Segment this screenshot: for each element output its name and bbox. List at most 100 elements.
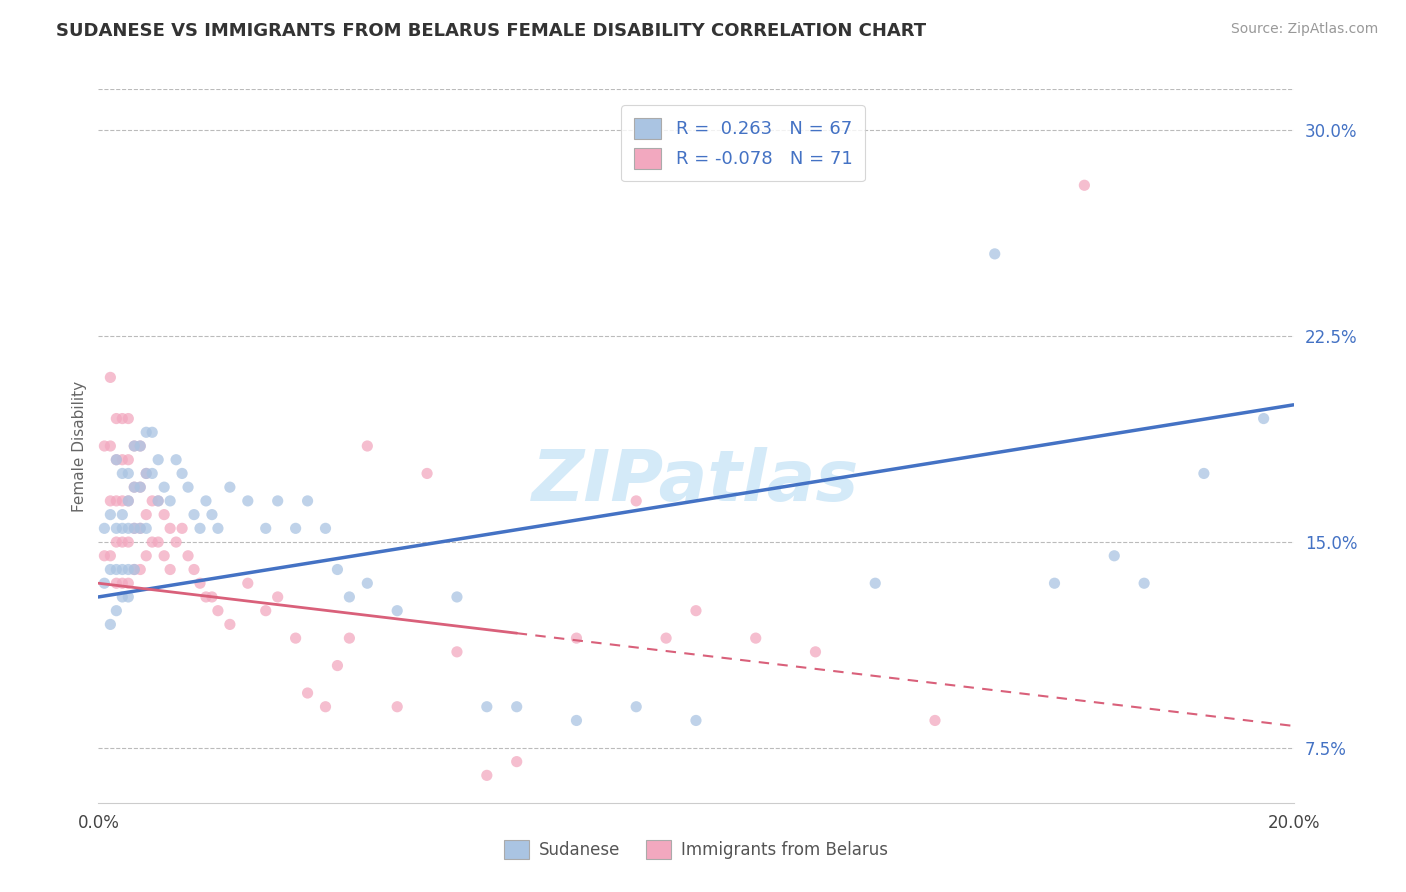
Point [111,521,134,535]
Point [111,535,134,549]
Point [267,590,290,604]
Point [98,549,122,563]
Point [356,439,378,453]
Point [565,714,588,728]
Point [117,452,139,467]
Point [111,590,134,604]
Point [111,467,134,481]
Point [135,549,157,563]
Point [129,439,152,453]
Point [129,521,152,535]
Point [177,549,200,563]
Point [105,535,128,549]
Point [219,617,242,632]
Point [117,521,139,535]
Point [141,425,163,440]
Point [475,768,498,782]
Point [219,480,242,494]
Point [195,590,218,604]
Point [254,521,277,535]
Point [141,494,163,508]
Point [111,508,134,522]
Point [207,521,229,535]
Point [111,494,134,508]
Text: Source: ZipAtlas.com: Source: ZipAtlas.com [1230,22,1378,37]
Point [124,562,146,576]
Point [124,521,146,535]
Point [207,604,229,618]
Point [446,645,468,659]
Point [105,576,128,591]
Point [183,562,205,576]
Point [284,631,307,645]
Point [117,494,139,508]
Point [111,411,134,425]
Point [117,535,139,549]
Text: SUDANESE VS IMMIGRANTS FROM BELARUS FEMALE DISABILITY CORRELATION CHART: SUDANESE VS IMMIGRANTS FROM BELARUS FEMA… [56,22,927,40]
Point [129,521,152,535]
Legend: Sudanese, Immigrants from Belarus: Sudanese, Immigrants from Belarus [498,833,894,866]
Point [153,480,176,494]
Point [124,439,146,453]
Point [124,480,146,494]
Point [148,494,170,508]
Point [98,562,122,576]
Point [195,494,218,508]
Point [236,494,259,508]
Point [565,631,588,645]
Point [93,576,115,591]
Point [105,452,128,467]
Point [105,521,128,535]
Point [254,604,277,618]
Point [188,521,211,535]
Point [506,755,529,769]
Point [236,576,259,591]
Point [1192,467,1215,481]
Point [475,699,498,714]
Point [117,590,139,604]
Point [105,411,128,425]
Point [135,521,157,535]
Point [117,576,139,591]
Point [297,494,319,508]
Point [105,562,128,576]
Point [105,494,128,508]
Point [148,535,170,549]
Point [172,467,194,481]
Point [1133,576,1156,591]
Point [201,590,224,604]
Point [111,562,134,576]
Point [124,480,146,494]
Point [446,590,468,604]
Point [984,247,1007,261]
Point [148,452,170,467]
Point [98,617,122,632]
Point [339,631,361,645]
Point [141,535,163,549]
Point [129,480,152,494]
Point [98,370,122,384]
Point [165,452,187,467]
Point [1073,178,1095,193]
Point [267,494,290,508]
Y-axis label: Female Disability: Female Disability [72,380,87,512]
Point [326,562,349,576]
Point [129,562,152,576]
Point [105,604,128,618]
Point [326,658,349,673]
Point [98,494,122,508]
Point [865,576,887,591]
Point [188,576,211,591]
Point [201,508,224,522]
Point [685,604,707,618]
Point [297,686,319,700]
Point [93,549,115,563]
Point [284,521,307,535]
Point [655,631,678,645]
Point [1043,576,1066,591]
Point [153,549,176,563]
Point [339,590,361,604]
Point [111,452,134,467]
Point [159,562,181,576]
Point [804,645,827,659]
